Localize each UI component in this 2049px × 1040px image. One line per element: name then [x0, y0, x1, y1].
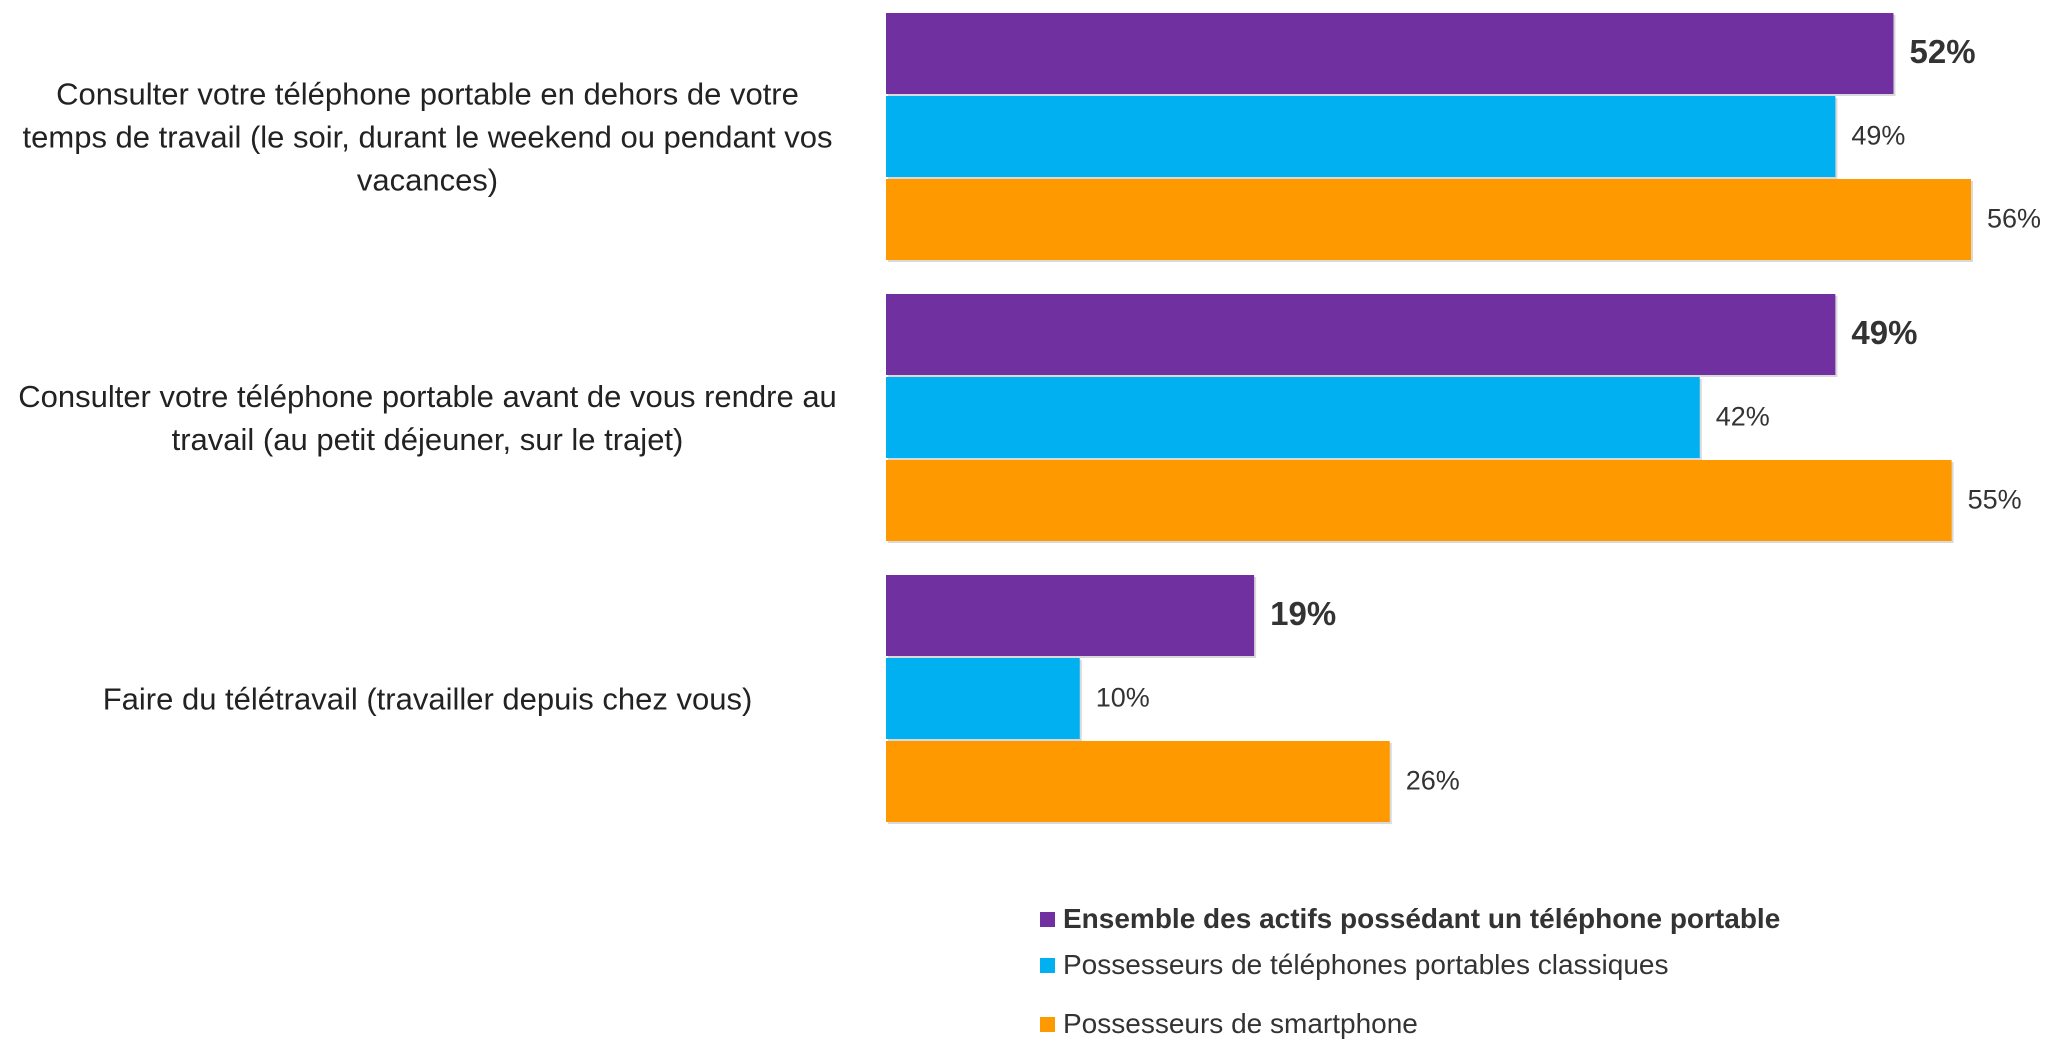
value-label: 10%	[1096, 683, 1150, 713]
bar	[886, 96, 1836, 177]
bar	[886, 460, 1952, 541]
legend-swatch	[1040, 1016, 1055, 1032]
category-label: Consulter votre téléphone portable avant…	[18, 378, 837, 457]
bar	[886, 575, 1255, 656]
legend-item: Possesseurs de smartphone	[1040, 1008, 1418, 1040]
category-label: Consulter votre téléphone portable en de…	[22, 76, 833, 197]
value-label: 26%	[1406, 766, 1460, 796]
value-label: 56%	[1987, 204, 2041, 234]
legend-label: Possesseurs de téléphones portables clas…	[1063, 949, 1669, 980]
bar	[886, 294, 1836, 375]
category-label: Faire du télétravail (travailler depuis …	[102, 681, 753, 716]
bar	[886, 377, 1700, 458]
value-label: 49%	[1851, 121, 1905, 151]
value-label: 55%	[1968, 485, 2022, 515]
value-label: 42%	[1716, 402, 1770, 432]
bar	[886, 658, 1080, 739]
value-label: 49%	[1851, 314, 1917, 351]
value-label: 52%	[1910, 33, 1976, 70]
bar	[886, 13, 1894, 94]
value-label: 19%	[1270, 595, 1336, 632]
legend-swatch	[1040, 957, 1055, 973]
legend-label: Possesseurs de smartphone	[1063, 1008, 1418, 1039]
legend-item: Possesseurs de téléphones portables clas…	[1040, 949, 1668, 981]
legend-label: Ensemble des actifs possédant un télépho…	[1063, 903, 1781, 934]
legend-item: Ensemble des actifs possédant un télépho…	[1040, 903, 1780, 935]
legend-swatch	[1040, 911, 1055, 927]
bar	[886, 741, 1390, 822]
bar	[886, 179, 1971, 260]
